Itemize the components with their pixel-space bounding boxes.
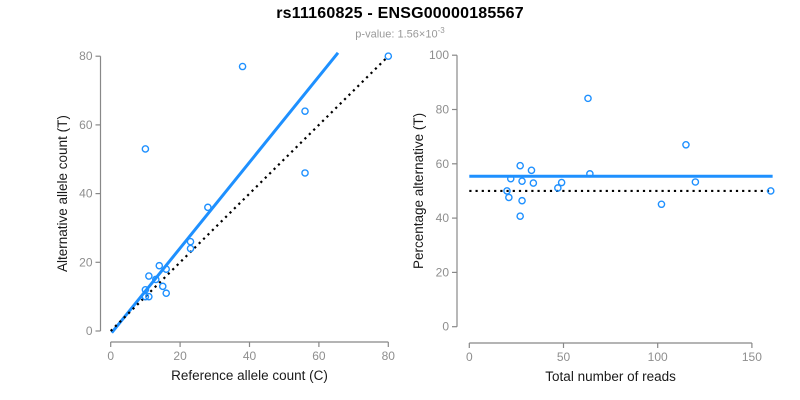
identity-reference-line [109,55,390,332]
data-point [162,265,171,273]
y-axis-tick-label: 80 [436,103,450,117]
percentage-vs-reads-scatter-panel: 0 20 40 60 80 100 0 50 100 150 Total number of rea… [411,48,775,384]
data-point [152,275,160,284]
data-point [506,174,515,183]
data-point [518,177,526,185]
data-point [691,178,700,186]
y-axis-tick-label: 40 [79,187,93,201]
data-point [301,169,309,177]
x-axis-tick-label: 20 [173,349,187,363]
x-axis-tick-label: 0 [107,349,114,363]
data-point [141,145,150,153]
x-axis-tick-label: 0 [466,350,473,364]
data-point [238,62,247,71]
x-axis-title: Reference allele count (C) [171,368,328,383]
data-point [503,187,511,195]
data-point [186,244,195,253]
x-axis-tick-label: 50 [557,350,571,364]
data-point [155,261,164,270]
data-point [301,107,309,115]
data-point [657,200,666,209]
x-axis-tick-label: 80 [382,349,396,363]
y-axis-tick-label: 0 [86,324,93,338]
data-point [145,272,153,280]
data-point [384,52,393,61]
y-axis-tick-label: 60 [79,118,93,132]
data-point [204,203,212,212]
data-point [518,196,526,205]
x-axis-tick-label: 150 [742,350,762,364]
y-axis-tick-label: 0 [442,320,449,334]
regression-fit-line [110,51,340,334]
data-point [557,178,566,187]
data-point [527,166,536,175]
data-point [584,94,592,103]
data-point [516,212,524,220]
data-point [505,193,513,202]
y-axis-title: Alternative allele count (T) [55,115,70,272]
data-point [529,179,538,187]
data-point [186,237,195,246]
data-point [554,184,562,192]
data-point [141,292,150,301]
data-point [586,170,594,178]
data-point [766,187,775,195]
x-axis-tick-label: 40 [243,349,257,363]
y-axis-tick-label: 80 [79,49,93,63]
x-axis-tick-label: 100 [648,350,668,364]
y-axis-tick-label: 100 [429,48,449,62]
data-point [682,140,690,149]
x-axis-tick-label: 60 [312,349,326,363]
y-axis-tick-label: 20 [436,265,450,279]
y-axis-tick-label: 20 [79,255,93,269]
data-point [145,292,153,301]
allele-counts-scatter-panel: 0 20 40 60 80 0 20 40 60 80 Reference allele count… [55,49,395,383]
x-axis-title: Total number of reads [545,369,676,384]
y-axis-tick-label: 40 [436,211,450,225]
data-point [162,289,171,298]
y-axis-title: Percentage alternative (T) [411,113,426,269]
y-axis-tick-label: 60 [436,157,450,171]
data-point [158,282,167,291]
data-point [516,161,524,170]
